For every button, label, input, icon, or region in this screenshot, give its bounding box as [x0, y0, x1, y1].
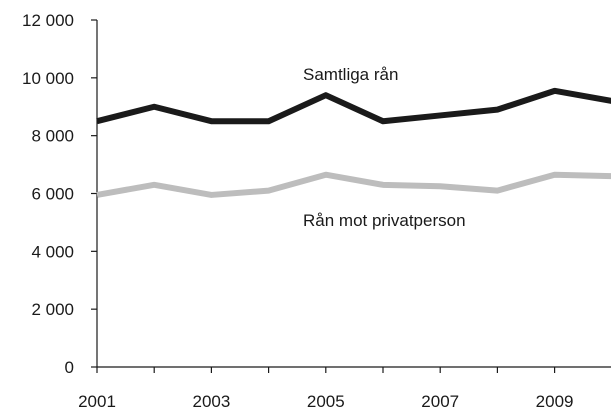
series-line-ran-mot-privatperson: [96, 171, 611, 198]
series-lines: [96, 87, 611, 198]
x-tick-label: 2007: [421, 392, 459, 411]
series-label-ran-mot-privatperson: Rån mot privatperson: [303, 211, 466, 230]
y-tick-label: 2 000: [31, 300, 74, 319]
x-tick-label: 2009: [536, 392, 574, 411]
x-ticks: 2001 2003 2005 2007 2009: [78, 367, 574, 411]
y-tick-label: 6 000: [31, 185, 74, 204]
y-tick-label: 10 000: [22, 69, 74, 88]
x-tick-label: 2005: [307, 392, 345, 411]
series-line-samtliga-ran: [96, 87, 611, 125]
y-tick-label: 12 000: [22, 11, 74, 30]
y-tick-label: 0: [65, 358, 74, 377]
x-tick-label: 2001: [78, 392, 116, 411]
x-tick-label: 2003: [192, 392, 230, 411]
y-tick-label: 8 000: [31, 127, 74, 146]
y-tick-label: 4 000: [31, 242, 74, 261]
y-ticks: 0 2 000 4 000 6 000 8 000 10 000 12 000: [22, 11, 97, 377]
series-label-samtliga-ran: Samtliga rån: [303, 65, 398, 84]
